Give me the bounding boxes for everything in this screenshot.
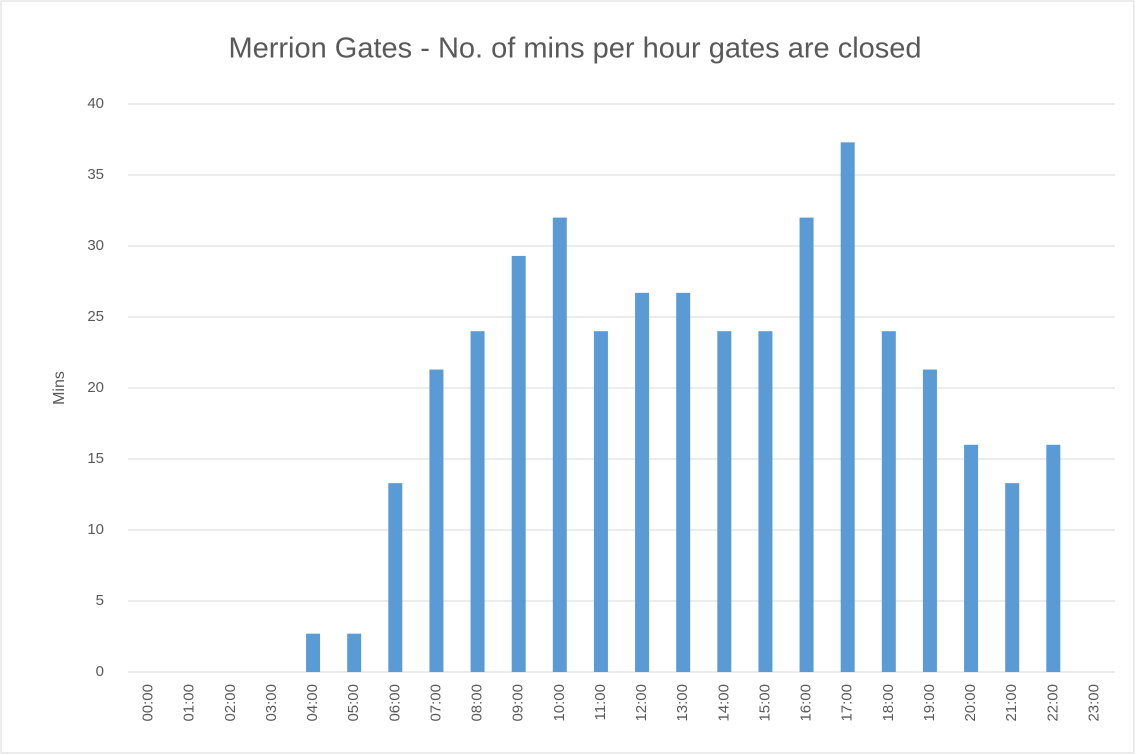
bar xyxy=(511,255,526,672)
bar xyxy=(881,331,896,672)
bar xyxy=(758,331,773,672)
x-tick-label: 07:00 xyxy=(427,684,444,722)
y-tick-label: 35 xyxy=(87,166,104,183)
y-tick-label: 15 xyxy=(87,450,104,467)
bar xyxy=(799,217,814,672)
y-tick-label: 0 xyxy=(96,663,104,680)
bar xyxy=(964,444,979,672)
x-tick-label: 06:00 xyxy=(386,684,403,722)
bar xyxy=(429,369,444,672)
x-tick-label: 16:00 xyxy=(798,684,815,722)
x-tick-label: 18:00 xyxy=(880,684,897,722)
x-tick-label: 23:00 xyxy=(1085,684,1102,722)
bar xyxy=(388,483,403,672)
x-tick-label: 20:00 xyxy=(962,684,979,722)
x-tick-label: 19:00 xyxy=(921,684,938,722)
bar xyxy=(1046,444,1061,672)
x-tick-label: 09:00 xyxy=(510,684,527,722)
x-tick-label: 22:00 xyxy=(1044,684,1061,722)
bar xyxy=(717,331,732,672)
x-tick-label: 10:00 xyxy=(551,684,568,722)
x-tick-label: 02:00 xyxy=(222,684,239,722)
y-tick-label: 5 xyxy=(96,592,104,609)
bar xyxy=(922,369,937,672)
y-axis-label: Mins xyxy=(51,371,68,405)
x-tick-label: 04:00 xyxy=(304,684,321,722)
x-tick-label: 08:00 xyxy=(469,684,486,722)
bar xyxy=(635,292,650,672)
x-tick-label: 11:00 xyxy=(592,684,609,720)
y-tick-label: 10 xyxy=(87,521,104,538)
x-tick-label: 12:00 xyxy=(633,684,650,722)
y-tick-label: 20 xyxy=(87,379,104,396)
x-tick-label: 01:00 xyxy=(181,684,198,722)
x-tick-label: 15:00 xyxy=(756,684,773,722)
bar xyxy=(347,633,362,672)
bar xyxy=(676,292,691,672)
x-tick-label: 03:00 xyxy=(263,684,280,722)
x-tick-label: 00:00 xyxy=(140,684,157,722)
bar xyxy=(1005,483,1020,672)
bar xyxy=(593,331,608,672)
x-tick-label: 14:00 xyxy=(715,684,732,722)
y-tick-label: 25 xyxy=(87,308,104,325)
bar xyxy=(470,331,485,672)
y-tick-label: 40 xyxy=(87,95,104,112)
x-tick-label: 21:00 xyxy=(1003,684,1020,722)
y-tick-label: 30 xyxy=(87,237,104,254)
bar xyxy=(306,633,321,672)
x-tick-label: 05:00 xyxy=(345,684,362,722)
x-tick-label: 17:00 xyxy=(839,684,856,722)
bar xyxy=(552,217,567,672)
bar xyxy=(840,142,855,673)
chart-title: Merrion Gates - No. of mins per hour gat… xyxy=(228,33,921,65)
x-tick-label: 13:00 xyxy=(674,684,691,722)
